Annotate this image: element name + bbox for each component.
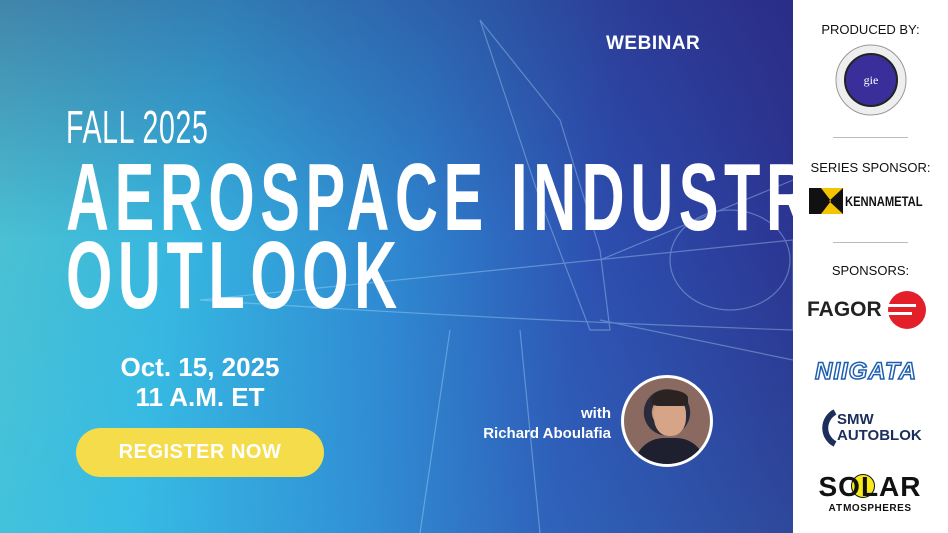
event-date: Oct. 15, 2025: [120, 352, 280, 382]
event-datetime: Oct. 15, 2025 11 A.M. ET: [100, 352, 300, 412]
niigata-logo: NIIGATA: [814, 357, 918, 386]
smw-autoblok-logo: SMW AUTOBLOK: [813, 408, 927, 448]
gie-media-logo: gie: [835, 44, 907, 116]
svg-text:gie: gie: [864, 73, 879, 87]
aircraft-wireframe-image: [199, 19, 793, 533]
divider: [833, 242, 908, 243]
event-time: 11 A.M. ET: [135, 382, 265, 412]
title-line-1: AEROSPACE INDUSTRY: [66, 144, 793, 251]
title-line-2: OUTLOOK: [66, 222, 403, 329]
with-label: with: [581, 405, 611, 422]
solar-atmospheres-text: SOLAR ATMOSPHERES: [818, 471, 922, 514]
kennametal-logo: KENNAMETAL: [809, 188, 942, 214]
speaker-photo: [621, 375, 713, 467]
solar-atmospheres-logo: SOLAR ATMOSPHERES: [815, 471, 925, 515]
webinar-badge: WEBINAR: [606, 33, 701, 54]
register-now-button[interactable]: REGISTER NOW: [76, 428, 324, 477]
speaker-caption: with Richard Aboulafia: [483, 404, 611, 444]
series-sponsor-label: SERIES SPONSOR:: [810, 160, 931, 175]
season-label: FALL 2025: [66, 101, 209, 153]
sun-icon: [851, 474, 875, 498]
divider: [833, 137, 908, 138]
fagor-logo: FAGOR: [807, 290, 928, 330]
speaker-name: Richard Aboulafia: [483, 425, 611, 442]
webinar-banner: WEBINAR FALL 2025 AEROSPACE INDUSTRY OUT…: [0, 0, 793, 533]
produced-by-label: PRODUCED BY:: [821, 22, 920, 37]
sponsors-label: SPONSORS:: [831, 263, 910, 278]
sponsor-sidebar: PRODUCED BY: gie SERIES SPONSOR: KENNAME…: [793, 0, 948, 533]
